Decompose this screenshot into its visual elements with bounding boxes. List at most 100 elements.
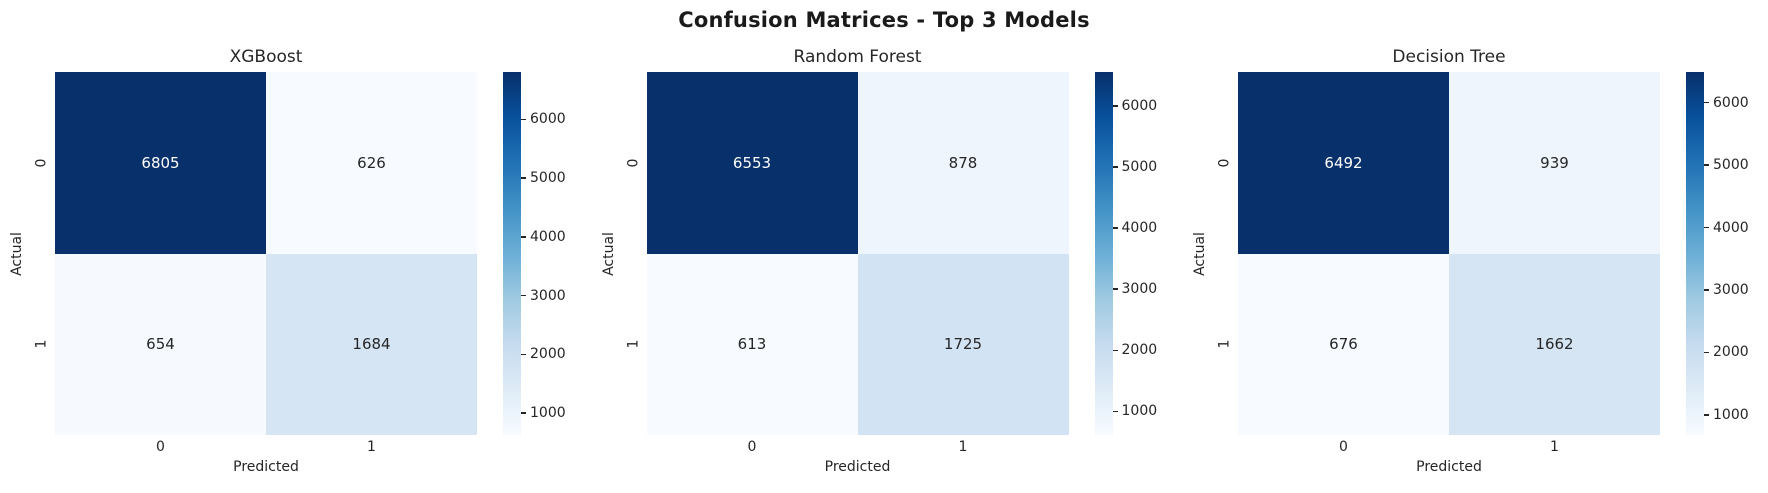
colorbar-tick: 1000 — [1704, 407, 1749, 423]
colorbar-tick: 1000 — [521, 405, 566, 421]
colorbar-tick-mark — [1704, 289, 1709, 291]
colorbar — [1094, 72, 1113, 435]
y-tick-label-text: 0 — [1216, 158, 1233, 168]
cell-value: 676 — [1329, 335, 1358, 354]
x-tick-label-text: 1 — [958, 439, 968, 455]
colorbar-tick-label: 1000 — [530, 405, 566, 422]
colorbar-gradient — [1094, 72, 1113, 435]
colorbar-tick-label: 5000 — [1713, 157, 1749, 174]
x-tick-label: 1 — [858, 435, 1069, 457]
y-axis-label-text: Actual — [1192, 231, 1209, 276]
colorbar-tick: 1000 — [1112, 403, 1157, 419]
colorbar-tick-mark — [521, 353, 526, 356]
heatmap-cell-r1c1: 1662 — [1449, 253, 1660, 435]
y-tick-label-text: 1 — [33, 339, 50, 349]
heatmap-cell-r1c0: 654 — [55, 253, 266, 435]
cell-value: 1725 — [943, 335, 983, 354]
colorbar-tick-label: 5000 — [530, 170, 566, 187]
cell-value: 6492 — [1324, 153, 1363, 172]
colorbar-tick-mark — [1112, 410, 1118, 413]
colorbar-tick-label: 3000 — [1713, 281, 1749, 298]
heatmap-cell-r1c0: 676 — [1238, 253, 1449, 435]
colorbar-tick: 4000 — [1704, 220, 1749, 236]
colorbar-tick-label: 2000 — [530, 346, 566, 363]
heatmap-cell-r1c1: 1684 — [266, 253, 477, 435]
x-tick-label: 1 — [266, 435, 477, 457]
colorbar-tick: 6000 — [521, 111, 566, 127]
y-axis-label-text: Actual — [9, 231, 26, 276]
x-tick-label: 0 — [1238, 435, 1449, 457]
y-axis-label-text: Actual — [600, 231, 617, 276]
colorbar-tick: 3000 — [1112, 281, 1158, 298]
figure-title: Confusion Matrices - Top 3 Models — [678, 8, 1090, 32]
y-axis-label: Actual — [6, 72, 28, 435]
heatmap-cell-r0c1: 878 — [857, 72, 1069, 254]
heatmap-cell-r0c1: 626 — [266, 72, 477, 254]
colorbar-tick-mark — [1112, 105, 1118, 107]
subplot-decision-tree: Decision Tree Actual 0 1 6492 939 676 1662 1000 2… — [1189, 40, 1762, 479]
colorbar-tick: 6000 — [1704, 95, 1749, 111]
x-axis-label-text: Predicted — [233, 459, 299, 475]
y-tick-label: 1 — [620, 254, 647, 436]
colorbar-gradient — [503, 72, 521, 435]
heatmap-cell-r1c1: 1725 — [857, 253, 1069, 435]
x-tick-label: 0 — [55, 435, 266, 457]
colorbar-tick-labels: 1000 2000 3000 4000 5000 6000 — [521, 72, 579, 435]
colorbar-tick-mark — [1112, 227, 1118, 229]
heatmap-cell-r1c0: 613 — [646, 253, 858, 435]
colorbar-tick-mark — [1704, 414, 1709, 416]
colorbar-tick-mark — [521, 412, 526, 414]
subplot-random-forest: Random Forest Actual 0 1 6553 878 613 1725 1000 2… — [598, 40, 1171, 479]
colorbar-tick-mark — [521, 236, 526, 238]
x-tick-label-text: 1 — [1550, 439, 1559, 455]
colorbar-tick-mark — [521, 177, 526, 179]
heatmap-cell-r0c0: 6805 — [55, 72, 266, 254]
cell-value: 613 — [737, 335, 767, 354]
cell-value: 6553 — [732, 153, 772, 172]
heatmap-cell-r0c0: 6492 — [1238, 72, 1449, 254]
y-tick-label: 1 — [1211, 254, 1238, 436]
colorbar-gradient — [1686, 72, 1704, 435]
colorbar-tick-label: 4000 — [1121, 220, 1158, 237]
colorbar-tick-mark — [1704, 101, 1709, 104]
colorbar-tick-label: 3000 — [1121, 281, 1158, 298]
subplot-title: Random Forest — [793, 47, 922, 67]
cell-value: 6805 — [141, 153, 180, 172]
y-axis-label: Actual — [598, 72, 620, 435]
subplots-row: XGBoost Actual 0 1 6805 626 654 1684 1000 2000 300… — [6, 40, 1762, 479]
colorbar-tick-mark — [1704, 351, 1709, 354]
colorbar-tick-label: 3000 — [530, 287, 566, 304]
colorbar-tick-label: 1000 — [1713, 406, 1749, 423]
colorbar-tick-label: 2000 — [1713, 344, 1749, 361]
colorbar-tick-mark — [521, 294, 526, 297]
colorbar-tick: 2000 — [521, 346, 566, 362]
y-tick-label: 1 — [28, 254, 55, 436]
colorbar-tick-mark — [1112, 166, 1118, 168]
cell-value: 626 — [357, 153, 386, 172]
colorbar-tick: 5000 — [521, 170, 566, 186]
colorbar-tick-mark — [1704, 164, 1709, 166]
cell-value: 1662 — [1535, 335, 1574, 354]
x-tick-label-text: 0 — [156, 439, 165, 455]
colorbar-tick: 4000 — [1112, 220, 1158, 237]
colorbar-tick-label: 6000 — [1713, 94, 1749, 111]
subplot-xgboost: XGBoost Actual 0 1 6805 626 654 1684 1000 2000 300… — [6, 40, 579, 479]
y-tick-label-text: 1 — [624, 339, 641, 349]
colorbar-tick: 4000 — [521, 229, 566, 245]
cell-value: 1684 — [352, 335, 391, 354]
x-tick-label: 0 — [647, 435, 858, 457]
x-tick-label-text: 0 — [1339, 439, 1348, 455]
colorbar-tick-label: 6000 — [530, 111, 566, 128]
y-tick-label-text: 0 — [624, 158, 641, 168]
x-axis-label-text: Predicted — [824, 459, 891, 475]
colorbar-tick-mark — [1704, 226, 1709, 229]
y-axis-label: Actual — [1189, 72, 1211, 435]
colorbar-tick-label: 4000 — [1713, 219, 1749, 236]
subplot-title: XGBoost — [229, 47, 303, 67]
heatmap-random-forest: 6553 878 613 1725 — [646, 72, 1069, 435]
y-tick-label: 0 — [28, 72, 55, 254]
cell-value: 654 — [146, 335, 175, 354]
